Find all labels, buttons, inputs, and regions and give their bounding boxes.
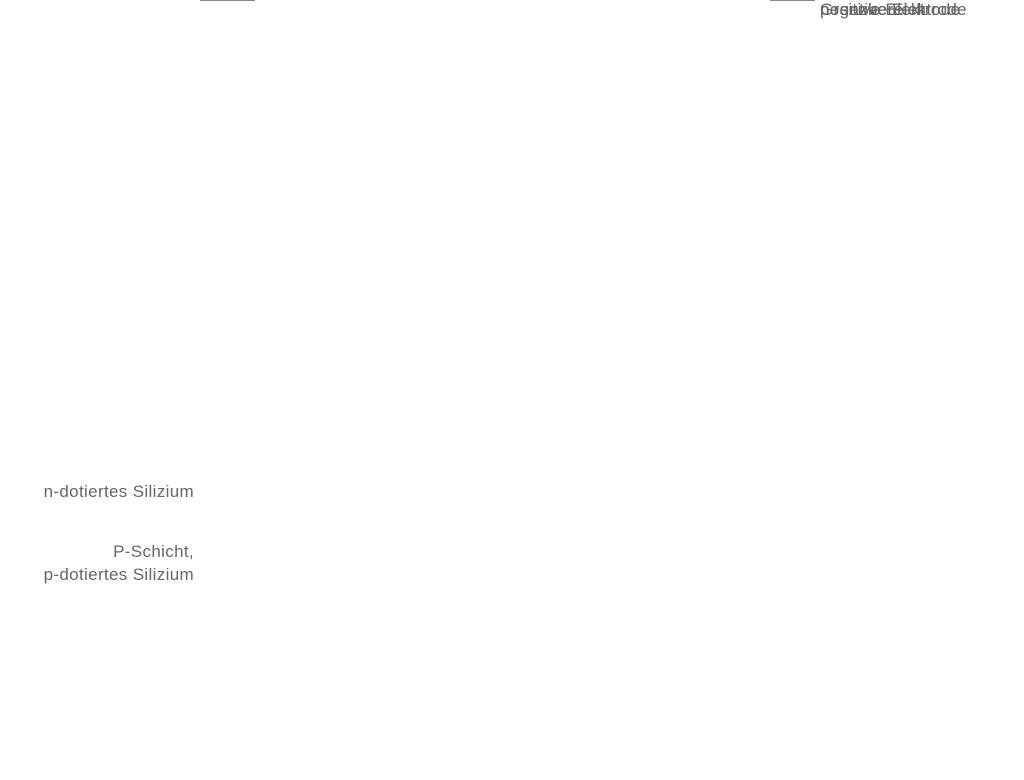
leader-right-3 — [770, 0, 815, 1]
leader-left-2 — [200, 0, 255, 1]
label-p-layer-2: p-dotiertes Silizium — [4, 565, 194, 585]
label-p-layer-1: P-Schicht, — [4, 542, 194, 562]
label-n-doped: n-dotiertes Silizium — [4, 482, 194, 502]
solar-cell-diagram — [0, 0, 1024, 780]
label-pos-electrode: positive Elektrode — [820, 0, 960, 20]
